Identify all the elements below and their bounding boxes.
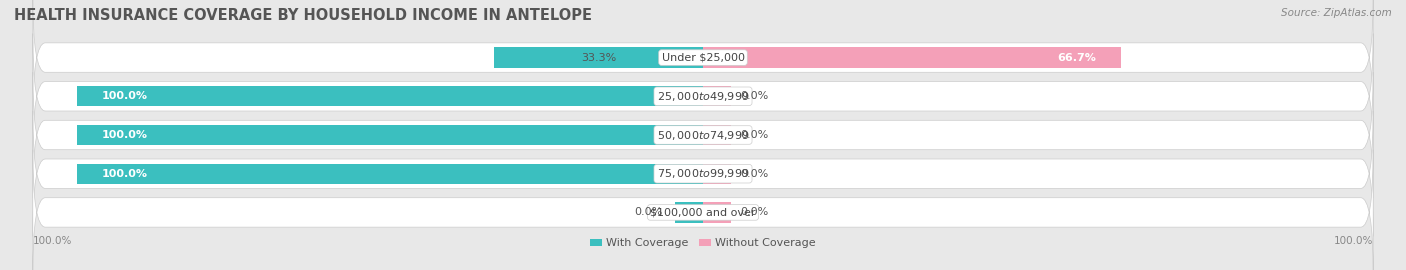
FancyBboxPatch shape <box>32 111 1374 237</box>
Bar <box>703 48 1121 68</box>
Text: 100.0%: 100.0% <box>1334 237 1374 247</box>
Text: $75,000 to $99,999: $75,000 to $99,999 <box>657 167 749 180</box>
FancyBboxPatch shape <box>32 72 1374 198</box>
Text: $25,000 to $49,999: $25,000 to $49,999 <box>657 90 749 103</box>
Bar <box>675 202 703 222</box>
Text: 100.0%: 100.0% <box>101 169 148 179</box>
Bar <box>703 202 731 222</box>
Legend: With Coverage, Without Coverage: With Coverage, Without Coverage <box>591 238 815 248</box>
FancyBboxPatch shape <box>32 0 1374 120</box>
Text: 0.0%: 0.0% <box>634 207 662 217</box>
Bar <box>495 48 703 68</box>
FancyBboxPatch shape <box>32 150 1374 270</box>
FancyBboxPatch shape <box>32 33 1374 159</box>
Text: 100.0%: 100.0% <box>101 130 148 140</box>
Bar <box>77 86 703 106</box>
Bar <box>77 125 703 145</box>
Text: Source: ZipAtlas.com: Source: ZipAtlas.com <box>1281 8 1392 18</box>
Bar <box>77 164 703 184</box>
Text: 100.0%: 100.0% <box>32 237 72 247</box>
Text: $100,000 and over: $100,000 and over <box>650 207 756 217</box>
Text: 66.7%: 66.7% <box>1057 53 1095 63</box>
Text: Under $25,000: Under $25,000 <box>661 53 745 63</box>
Text: 0.0%: 0.0% <box>741 207 769 217</box>
Bar <box>703 125 731 145</box>
Text: 100.0%: 100.0% <box>101 91 148 101</box>
Bar <box>703 164 731 184</box>
Bar <box>703 86 731 106</box>
Text: $50,000 to $74,999: $50,000 to $74,999 <box>657 129 749 141</box>
Text: 33.3%: 33.3% <box>581 53 616 63</box>
Text: HEALTH INSURANCE COVERAGE BY HOUSEHOLD INCOME IN ANTELOPE: HEALTH INSURANCE COVERAGE BY HOUSEHOLD I… <box>14 8 592 23</box>
Text: 0.0%: 0.0% <box>741 91 769 101</box>
Text: 0.0%: 0.0% <box>741 169 769 179</box>
Text: 0.0%: 0.0% <box>741 130 769 140</box>
